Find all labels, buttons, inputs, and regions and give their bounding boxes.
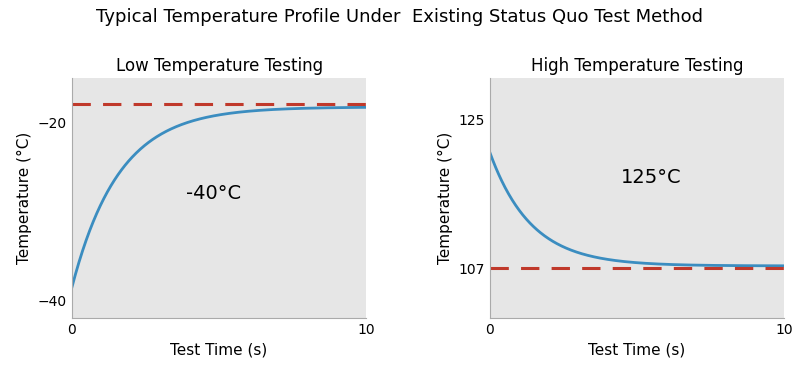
- Y-axis label: Temperature (°C): Temperature (°C): [18, 132, 33, 264]
- Title: Low Temperature Testing: Low Temperature Testing: [115, 57, 322, 74]
- X-axis label: Test Time (s): Test Time (s): [588, 343, 686, 358]
- Text: Typical Temperature Profile Under  Existing Status Quo Test Method: Typical Temperature Profile Under Existi…: [97, 8, 703, 26]
- Title: High Temperature Testing: High Temperature Testing: [530, 57, 743, 74]
- Text: 125°C: 125°C: [622, 168, 682, 187]
- Y-axis label: Temperature (°C): Temperature (°C): [438, 132, 453, 264]
- X-axis label: Test Time (s): Test Time (s): [170, 343, 268, 358]
- Text: -40°C: -40°C: [186, 184, 241, 203]
